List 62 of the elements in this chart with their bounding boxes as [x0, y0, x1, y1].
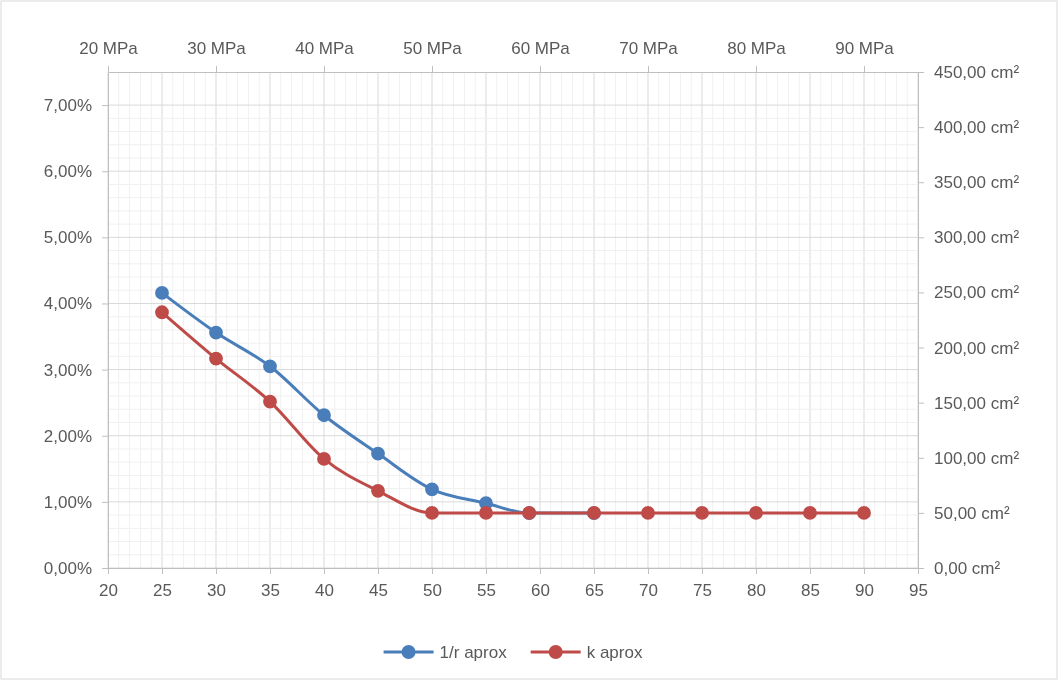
x-tick-label: 75	[693, 581, 712, 601]
legend-label: 1/r aprox	[439, 643, 508, 662]
x2-tick-label: 50 MPa	[403, 39, 463, 58]
point	[749, 505, 763, 520]
y2-tick-label: 50,00 cm²	[934, 503, 1010, 523]
y-tick-label: 2,00%	[43, 426, 92, 446]
point	[641, 505, 655, 520]
y2-tick-label: 100,00 cm²	[934, 448, 1020, 468]
y-tick-label: 6,00%	[43, 162, 92, 182]
point	[425, 505, 439, 520]
x2-tick-label: 60 MPa	[511, 39, 571, 58]
point	[155, 285, 169, 300]
y2-tick-label: 250,00 cm²	[934, 283, 1020, 303]
x-tick-label: 25	[153, 581, 172, 601]
y-tick-label: 1,00%	[43, 492, 92, 512]
y2-tick-label: 0,00 cm²	[934, 558, 1001, 578]
x-tick-label: 85	[801, 581, 820, 601]
x-tick-label: 70	[639, 581, 658, 601]
x-tick-label: 50	[423, 581, 442, 601]
x-tick-label: 40	[315, 581, 334, 601]
y2-tick-label: 350,00 cm²	[934, 173, 1020, 193]
x2-tick-label: 40 MPa	[295, 39, 355, 58]
point	[263, 359, 277, 374]
point	[317, 408, 331, 423]
y2-tick-label: 400,00 cm²	[934, 118, 1020, 138]
y2-tick-label: 450,00 cm²	[934, 62, 1020, 82]
point	[803, 505, 817, 520]
y-tick-label: 7,00%	[43, 96, 92, 116]
y-tick-label: 4,00%	[43, 294, 92, 314]
x-tick-label: 45	[369, 581, 388, 601]
point	[695, 505, 709, 520]
x2-tick-label: 20 MPa	[79, 39, 139, 58]
point	[317, 451, 331, 466]
y-tick-label: 5,00%	[43, 228, 92, 248]
point	[425, 482, 439, 497]
y2-tick-label: 300,00 cm²	[934, 228, 1020, 248]
point	[857, 505, 871, 520]
x-tick-label: 90	[855, 581, 874, 601]
x2-tick-label: 70 MPa	[619, 39, 679, 58]
x2-tick-label: 30 MPa	[187, 39, 247, 58]
x-tick-label: 35	[261, 581, 280, 601]
legend-label: k aprox	[586, 643, 643, 662]
y2-tick-label: 200,00 cm²	[934, 338, 1020, 358]
point	[371, 483, 385, 498]
x2-tick-label: 80 MPa	[727, 39, 787, 58]
point	[479, 505, 493, 520]
x2-tick-label: 90 MPa	[835, 39, 895, 58]
x-tick-label: 60	[531, 581, 550, 601]
point	[209, 351, 223, 366]
point	[263, 394, 277, 409]
x-tick-label: 55	[477, 581, 496, 601]
y-tick-label: 3,00%	[43, 360, 92, 380]
y-tick-label: 0,00%	[43, 558, 92, 578]
x-tick-label: 30	[207, 581, 226, 601]
x-tick-label: 95	[909, 581, 928, 601]
y2-tick-label: 150,00 cm²	[934, 393, 1020, 413]
x-tick-label: 80	[747, 581, 766, 601]
x-tick-label: 20	[99, 581, 118, 601]
point	[371, 446, 385, 461]
point	[209, 325, 223, 340]
x-tick-label: 65	[585, 581, 604, 601]
point	[155, 305, 169, 320]
